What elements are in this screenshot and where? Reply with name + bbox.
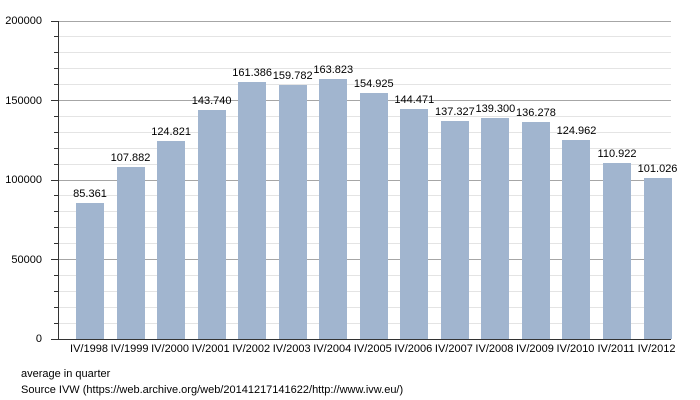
y-major-tick [51, 179, 58, 181]
x-axis-label: IV/2008 [475, 343, 514, 355]
bar-IV/2012 [643, 178, 672, 339]
x-axis-label: IV/2001 [191, 343, 230, 355]
y-minor-tick [54, 115, 58, 117]
x-axis-label: IV/1998 [70, 343, 108, 355]
bar-value-label: 161.386 [232, 67, 273, 80]
y-minor-tick [54, 274, 58, 276]
bar-IV/2002 [238, 82, 267, 339]
x-axis-label: IV/2004 [313, 343, 352, 355]
y-minor-tick [54, 211, 58, 213]
y-axis-label: 150000 [5, 94, 42, 107]
y-axis-label: 50000 [11, 253, 42, 266]
bar-IV/2005 [359, 92, 388, 339]
bar-value-label: 101.026 [637, 163, 678, 176]
source-note: Source IVW (https://web.archive.org/web/… [21, 384, 404, 396]
x-axis-label: IV/2000 [151, 343, 190, 355]
minor-gridline [59, 68, 671, 70]
y-minor-tick [54, 243, 58, 245]
y-minor-tick [54, 227, 58, 229]
x-axis-label: IV/2002 [232, 343, 271, 355]
y-minor-tick [54, 147, 58, 149]
bar-IV/2009 [521, 122, 550, 339]
y-axis-label: 0 [35, 333, 42, 345]
bar-IV/2007 [440, 120, 469, 339]
x-axis-label: IV/2010 [556, 343, 595, 355]
y-minor-tick [54, 306, 58, 308]
y-major-tick [51, 259, 58, 260]
y-minor-tick [54, 195, 58, 197]
bar-value-label: 143.740 [191, 95, 232, 108]
bar-value-label: 144.471 [394, 94, 435, 107]
plot-area: 85.361 107.882 124.821 143.740 161.386 159.78… [51, 20, 677, 340]
chart-footer: average in quarter Source IVW (https://w… [21, 366, 403, 398]
bar-value-label: 110.922 [597, 147, 637, 160]
bar-value-label: 154.925 [353, 77, 394, 90]
bar-value-label: 136.278 [516, 107, 556, 120]
x-axis-label: IV/2009 [515, 343, 554, 355]
caption-average-in-quarter: average in quarter [21, 368, 111, 380]
bar-value-label: 163.823 [313, 63, 354, 76]
bar-value-label: 139.300 [475, 102, 516, 115]
x-axis-label: IV/2005 [353, 343, 392, 355]
minor-gridline [59, 84, 671, 86]
y-axis-label: 200000 [5, 15, 42, 27]
bar-IV/1998 [76, 203, 104, 339]
y-major-tick [51, 100, 58, 101]
minor-gridline [59, 52, 671, 54]
bar-IV/2010 [562, 140, 591, 339]
y-minor-tick [54, 131, 58, 133]
bar-value-label: 124.962 [556, 125, 597, 138]
y-minor-tick [54, 36, 58, 38]
x-axis-label: IV/2006 [394, 343, 433, 355]
bar-IV/2006 [400, 109, 429, 339]
x-axis-label: IV/2007 [434, 343, 473, 355]
y-major-tick [51, 20, 58, 22]
bar-value-label: 137.327 [434, 105, 475, 118]
y-minor-tick [54, 52, 58, 54]
bar-value-label: 85.361 [73, 188, 107, 201]
x-axis-label: IV/2003 [272, 343, 311, 355]
bar-IV/2000 [157, 140, 186, 339]
bar-IV/1999 [116, 167, 145, 339]
x-axis-label: IV/2011 [597, 343, 635, 355]
y-major-tick [51, 338, 58, 340]
y-axis-label: 100000 [5, 174, 42, 186]
bar-IV/2001 [197, 110, 226, 339]
bar-IV/2008 [481, 117, 510, 339]
y-minor-tick [54, 290, 58, 292]
y-minor-tick [54, 84, 58, 86]
x-axis-label: IV/1999 [110, 343, 149, 355]
y-minor-tick [54, 68, 58, 70]
minor-gridline [59, 36, 671, 38]
bar-IV/2004 [319, 78, 348, 339]
bar-IV/2003 [278, 84, 307, 339]
y-minor-tick [54, 163, 58, 165]
bar-value-label: 124.821 [151, 125, 191, 138]
x-axis-label: IV/2012 [637, 343, 676, 355]
major-gridline [59, 20, 671, 22]
bar-value-label: 107.882 [110, 152, 151, 165]
y-minor-tick [54, 322, 58, 324]
bar-value-label: 159.782 [272, 69, 313, 82]
bar-IV/2011 [603, 162, 632, 339]
